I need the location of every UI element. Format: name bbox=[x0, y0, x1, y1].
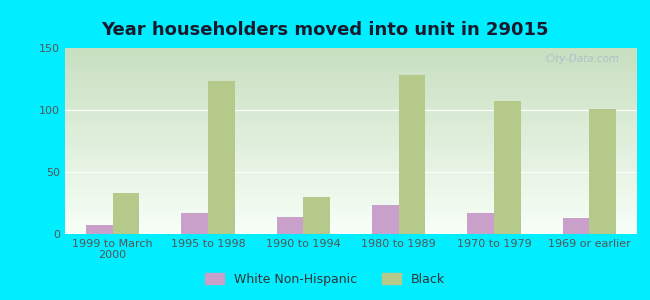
Bar bbox=[398, 75, 425, 234]
Bar bbox=[494, 101, 521, 234]
Bar bbox=[372, 206, 398, 234]
Bar bbox=[181, 213, 208, 234]
Bar bbox=[277, 217, 304, 234]
Bar bbox=[590, 109, 616, 234]
Bar bbox=[208, 82, 235, 234]
Bar bbox=[86, 225, 112, 234]
Legend: White Non-Hispanic, Black: White Non-Hispanic, Black bbox=[200, 268, 450, 291]
Bar bbox=[467, 213, 494, 234]
Bar bbox=[563, 218, 590, 234]
Bar bbox=[304, 197, 330, 234]
Text: City-Data.com: City-Data.com bbox=[546, 54, 620, 64]
Bar bbox=[112, 193, 139, 234]
Text: Year householders moved into unit in 29015: Year householders moved into unit in 290… bbox=[101, 21, 549, 39]
